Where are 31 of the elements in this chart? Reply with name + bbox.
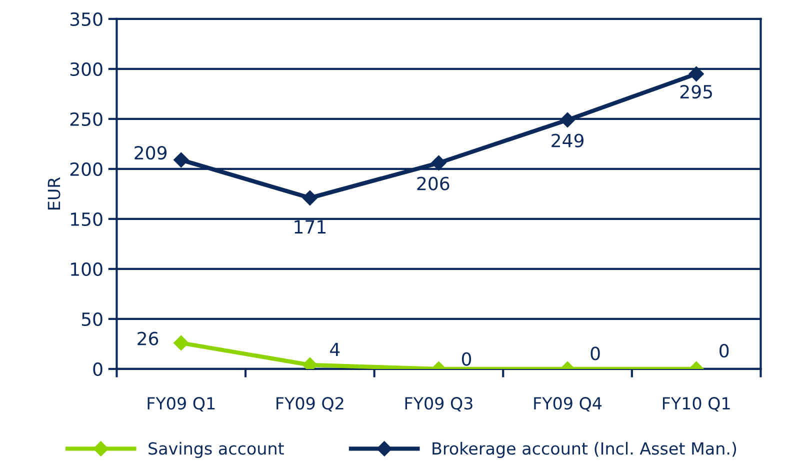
data-label: 0 bbox=[720, 344, 729, 358]
data-label: 209 bbox=[134, 146, 167, 160]
x-tick-label: FY10 Q1 bbox=[662, 397, 730, 412]
legend-label: Savings account bbox=[148, 442, 284, 458]
point bbox=[688, 66, 704, 82]
data-label: 26 bbox=[138, 332, 158, 346]
y-tick-label: 150 bbox=[71, 212, 102, 226]
y-tick-label: 50 bbox=[82, 312, 102, 326]
data-label: 171 bbox=[294, 220, 326, 234]
point bbox=[560, 112, 576, 128]
data-label: 249 bbox=[552, 134, 584, 148]
data-label: 206 bbox=[417, 176, 450, 190]
data-label: 4 bbox=[330, 342, 340, 356]
data-label: 0 bbox=[590, 346, 600, 360]
data-label: 0 bbox=[462, 352, 472, 366]
x-tick-label: FY09 Q3 bbox=[405, 397, 472, 412]
x-tick-label: FY09 Q4 bbox=[534, 397, 602, 412]
x-tick-label: FY09 Q1 bbox=[148, 397, 215, 412]
point bbox=[302, 190, 318, 206]
y-tick-label: 350 bbox=[70, 12, 102, 26]
y-tick-label: 250 bbox=[70, 112, 102, 126]
y-axis-title: EUR bbox=[48, 177, 60, 210]
data-label: 295 bbox=[680, 84, 712, 99]
legend-label: Brokerage account (Incl. Asset Man.) bbox=[432, 442, 736, 458]
x-tick-label: FY09 Q2 bbox=[276, 397, 344, 412]
point bbox=[431, 155, 446, 170]
y-tick-label: 300 bbox=[70, 62, 102, 76]
y-tick-label: 200 bbox=[70, 162, 102, 176]
point bbox=[174, 152, 189, 168]
y-tick-label: 0 bbox=[93, 362, 102, 376]
y-tick-label: 100 bbox=[71, 262, 102, 276]
